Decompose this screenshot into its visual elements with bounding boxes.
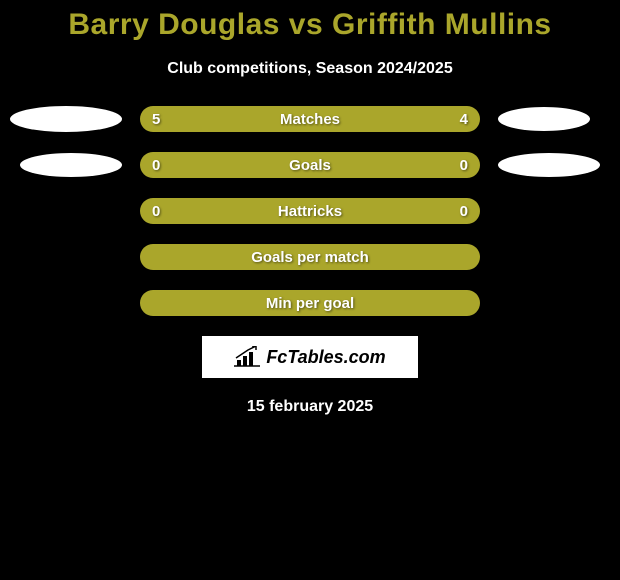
stat-value-right: 0 [460,198,468,224]
page-title: Barry Douglas vs Griffith Mullins [0,8,620,42]
stat-bar: Goals 0 0 [140,152,480,178]
stat-label: Min per goal [266,295,354,312]
player-ellipse-right [498,153,600,177]
comparison-widget: Barry Douglas vs Griffith Mullins Club c… [0,0,620,416]
stat-row: Hattricks 0 0 [140,198,480,224]
stat-row: Goals per match [140,244,480,270]
stat-label: Matches [280,111,340,128]
stat-label: Goals [289,157,331,174]
stat-row: Min per goal [140,290,480,316]
stat-bar: Hattricks 0 0 [140,198,480,224]
stat-label: Goals per match [251,249,369,266]
player-ellipse-left [20,153,122,177]
chart-icon [234,346,262,368]
stat-value-left: 0 [152,198,160,224]
player-ellipse-right [498,107,590,131]
player-ellipse-left [10,106,122,132]
stats-area: Matches 5 4 Goals 0 0 Hattricks 0 0 Goals per mat… [0,106,620,316]
logo: FcTables.com [234,346,385,368]
logo-text: FcTables.com [266,347,385,368]
subtitle: Club competitions, Season 2024/2025 [0,60,620,78]
stat-value-left: 5 [152,106,160,132]
stat-row: Matches 5 4 [140,106,480,132]
stat-value-right: 4 [460,106,468,132]
stat-value-left: 0 [152,152,160,178]
stat-bar: Min per goal [140,290,480,316]
date-text: 15 february 2025 [0,398,620,416]
stat-bar: Matches 5 4 [140,106,480,132]
stat-value-right: 0 [460,152,468,178]
logo-box: FcTables.com [202,336,418,378]
stat-row: Goals 0 0 [140,152,480,178]
stat-bar: Goals per match [140,244,480,270]
stat-label: Hattricks [278,203,342,220]
